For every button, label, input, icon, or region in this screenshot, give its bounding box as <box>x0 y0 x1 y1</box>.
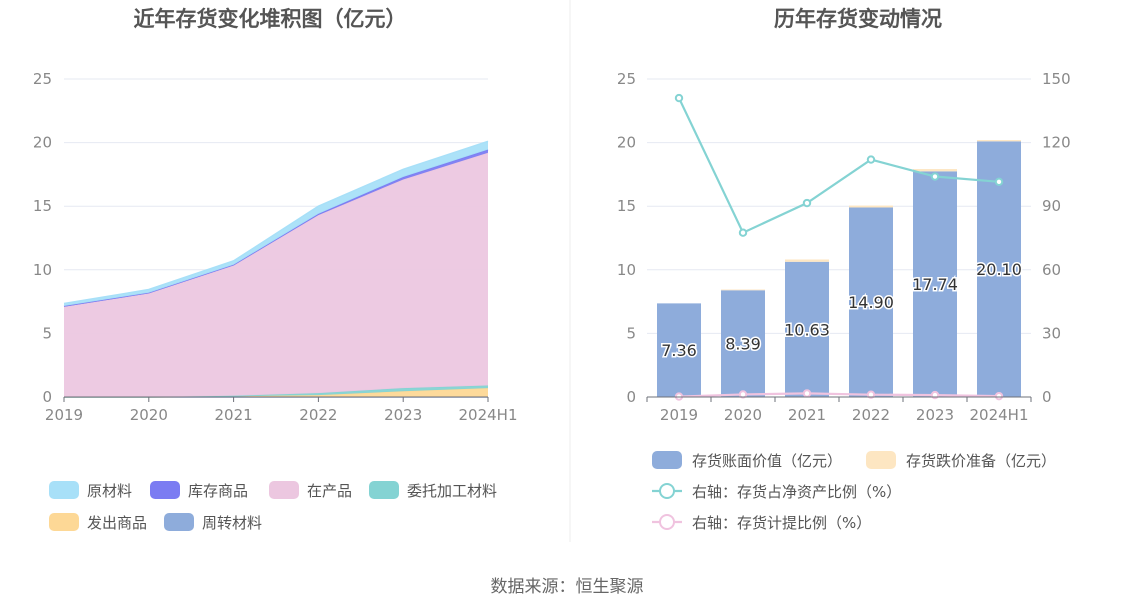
area-5 <box>64 141 488 307</box>
right-x-tick: 2023 <box>916 406 954 424</box>
line-point-0-4 <box>930 172 940 181</box>
bar-top-3 <box>849 205 893 208</box>
bar-value-label-1: 8.39 <box>725 335 761 354</box>
left-x-tick: 2021 <box>215 406 253 424</box>
left-legend-swatch-0 <box>49 481 79 499</box>
bar-2 <box>785 261 829 397</box>
bar-top-5 <box>977 140 1021 142</box>
left-x-tick: 2023 <box>384 406 422 424</box>
area-edge-5 <box>63 140 489 305</box>
line-series-0 <box>678 97 1000 235</box>
bar-top-2 <box>785 259 829 262</box>
right-x-tick: 2024H1 <box>970 406 1029 424</box>
bar-top-4 <box>913 169 957 172</box>
left-legend-swatch-3 <box>369 481 399 499</box>
line-point-1-2 <box>802 389 812 398</box>
source-note: 数据来源：恒生聚源 <box>491 577 644 597</box>
left-x-tick: 2019 <box>45 406 83 424</box>
area-1 <box>64 388 488 397</box>
right-axis: 2019 2020 2021 2022 2023 2024H1 <box>646 396 1032 424</box>
right-y-left-tick: 20 <box>617 134 636 152</box>
right-y-right-tick: 120 <box>1042 134 1071 152</box>
left-y-tick: 5 <box>42 324 52 342</box>
right-y-left-tick: 10 <box>617 261 636 279</box>
left-axis: 2019 2020 2021 2022 2023 2024H1 <box>45 396 518 424</box>
right-y-right-tick: 60 <box>1042 261 1061 279</box>
right-y-left-tick: 15 <box>617 197 636 215</box>
bar-1 <box>721 290 765 397</box>
left-y-tick: 20 <box>33 134 52 152</box>
right-y-right-tick: 30 <box>1042 324 1061 342</box>
right-x-tick: 2022 <box>852 406 890 424</box>
bar-top-1 <box>721 289 765 291</box>
right-x-tick: 2021 <box>788 406 826 424</box>
legend-swatch-bar <box>652 451 682 469</box>
line-point-0-1 <box>738 228 748 237</box>
left-legend-swatch-2 <box>269 481 299 499</box>
right-y-right-tick: 0 <box>1042 388 1052 406</box>
line-point-1-1 <box>738 390 748 399</box>
left-legend-label-2: 在产品 <box>307 482 352 500</box>
line-point-1-5 <box>994 391 1004 401</box>
line-point-1-3 <box>866 390 876 399</box>
bar-value-label-3: 14.90 <box>848 293 894 312</box>
bar-4 <box>913 171 957 397</box>
right-chart-title: 历年存货变动情况 <box>774 7 942 31</box>
bar-value-label-4: 17.74 <box>912 275 958 294</box>
right-grid: 0 5 10 15 20 25 0 30 60 90 120 150 <box>617 70 1071 406</box>
right-y-left-tick: 5 <box>626 324 636 342</box>
bar-value-label-0: 7.36 <box>661 341 697 360</box>
line-point-0-2 <box>802 198 812 208</box>
legend-swatch-bar-top <box>866 451 896 469</box>
bar-0 <box>657 303 701 397</box>
bar-3 <box>849 207 893 397</box>
legend-label-line-0: 右轴：存货占净资产比例（%） <box>692 483 901 501</box>
left-y-tick: 15 <box>33 197 52 215</box>
left-chart-panel: 近年存货变化堆积图（亿元） 0 5 10 15 20 25 2019 2020 2021 202… <box>33 7 518 532</box>
left-legend-swatch-4 <box>49 513 79 531</box>
line-point-0-3 <box>866 155 876 164</box>
left-y-tick: 10 <box>33 261 52 279</box>
legend-swatch-point-0 <box>659 483 675 499</box>
left-legend-label-1: 库存商品 <box>188 482 248 500</box>
left-legend-label-3: 委托加工材料 <box>407 482 497 500</box>
line-point-0-0 <box>674 93 684 103</box>
right-x-tick: 2020 <box>724 406 762 424</box>
left-x-tick: 2020 <box>130 406 168 424</box>
left-y-tick: 0 <box>42 388 52 406</box>
left-legend-swatch-5 <box>164 513 194 531</box>
right-bar-labels: 7.36 8.39 10.63 14.90 17.74 20.10 <box>660 259 1024 362</box>
bar-value-label-2: 10.63 <box>784 320 830 339</box>
left-legend-label-5: 周转材料 <box>202 514 262 532</box>
right-y-left-tick: 25 <box>617 70 636 88</box>
right-y-right-tick: 150 <box>1042 70 1071 88</box>
right-bars <box>657 140 1021 397</box>
right-lines <box>674 93 1004 401</box>
legend-label-line-1: 右轴：存货计提比例（%） <box>692 514 871 532</box>
right-legend: 存货账面价值（亿元） 存货跌价准备（亿元） 右轴：存货占净资产比例（%） 右轴：存货计… <box>652 451 1056 532</box>
right-x-tick: 2019 <box>660 406 698 424</box>
left-legend-swatch-1 <box>150 481 180 499</box>
right-y-right-tick: 90 <box>1042 197 1061 215</box>
legend-label-bar-top: 存货跌价准备（亿元） <box>906 452 1056 470</box>
area-3 <box>64 152 488 397</box>
right-chart-panel: 历年存货变动情况 0 5 10 15 20 25 0 30 60 90 120 150 7.36 8.3… <box>617 7 1071 532</box>
left-areas <box>63 140 489 398</box>
left-chart-title: 近年存货变化堆积图（亿元） <box>134 7 407 31</box>
left-x-tick: 2024H1 <box>459 406 518 424</box>
left-legend-label-4: 发出商品 <box>87 514 147 532</box>
legend-label-bar: 存货账面价值（亿元） <box>692 452 842 470</box>
area-4 <box>64 149 488 307</box>
right-y-left-tick: 0 <box>626 388 636 406</box>
line-series-1 <box>678 392 1000 398</box>
legend-swatch-point-1 <box>659 514 675 530</box>
line-point-0-5 <box>994 177 1004 187</box>
bar-value-label-5: 20.10 <box>976 260 1022 279</box>
left-x-tick: 2022 <box>299 406 337 424</box>
left-legend-label-0: 原材料 <box>87 482 132 500</box>
left-y-tick: 25 <box>33 70 52 88</box>
